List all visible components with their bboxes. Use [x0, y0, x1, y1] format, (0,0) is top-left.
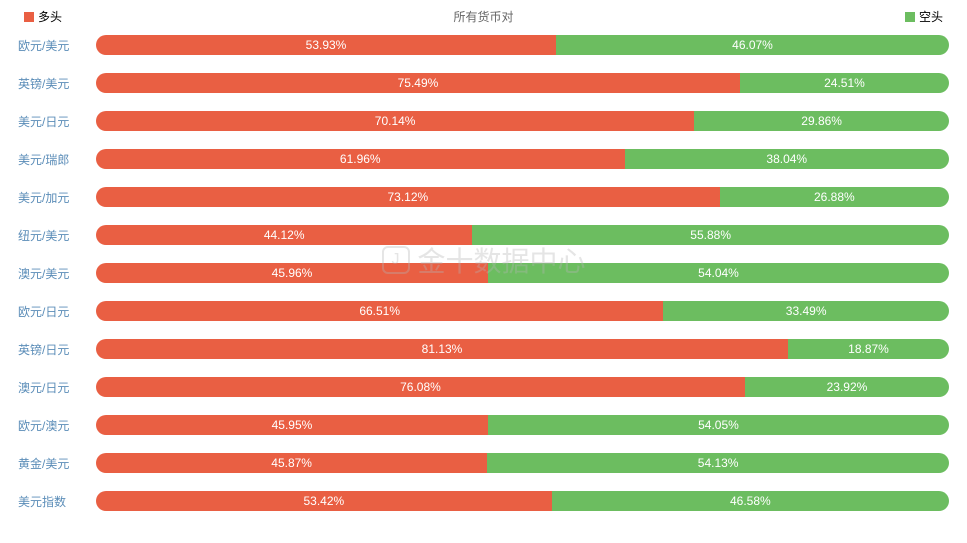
legend-short: 空头: [905, 8, 943, 25]
bar-short: 18.87%: [788, 339, 949, 359]
bar-container: 44.12%55.88%: [96, 225, 949, 245]
bar-long: 75.49%: [96, 73, 740, 93]
bar-long: 44.12%: [96, 225, 472, 245]
row-label: 美元指数: [18, 493, 96, 510]
bar-container: 75.49%24.51%: [96, 73, 949, 93]
bar-long: 76.08%: [96, 377, 745, 397]
chart-row: 美元/加元73.12%26.88%: [18, 187, 949, 207]
bar-container: 45.95%54.05%: [96, 415, 949, 435]
legend-short-square: [905, 12, 915, 22]
bar-short: 54.04%: [488, 263, 949, 283]
row-label: 英镑/日元: [18, 341, 96, 358]
bar-container: 53.42%46.58%: [96, 491, 949, 511]
bar-long: 73.12%: [96, 187, 720, 207]
row-label: 美元/加元: [18, 189, 96, 206]
chart-row: 美元/日元70.14%29.86%: [18, 111, 949, 131]
bar-long: 53.93%: [96, 35, 556, 55]
chart-row: 欧元/日元66.51%33.49%: [18, 301, 949, 321]
bar-container: 81.13%18.87%: [96, 339, 949, 359]
bar-long: 45.87%: [96, 453, 487, 473]
chart-row: 欧元/美元53.93%46.07%: [18, 35, 949, 55]
chart-row: 澳元/日元76.08%23.92%: [18, 377, 949, 397]
bar-short: 23.92%: [745, 377, 949, 397]
bar-short: 55.88%: [472, 225, 949, 245]
chart-row: 欧元/澳元45.95%54.05%: [18, 415, 949, 435]
bar-short: 46.58%: [552, 491, 949, 511]
bar-short: 38.04%: [625, 149, 949, 169]
bar-container: 45.96%54.04%: [96, 263, 949, 283]
row-label: 澳元/日元: [18, 379, 96, 396]
row-label: 美元/日元: [18, 113, 96, 130]
row-label: 黄金/美元: [18, 455, 96, 472]
bar-container: 66.51%33.49%: [96, 301, 949, 321]
chart-header: 多头 所有货币对 空头: [18, 8, 949, 25]
row-label: 欧元/日元: [18, 303, 96, 320]
chart-row: 英镑/美元75.49%24.51%: [18, 73, 949, 93]
bar-long: 53.42%: [96, 491, 552, 511]
bar-short: 54.05%: [488, 415, 949, 435]
chart-row: 美元/瑞郎61.96%38.04%: [18, 149, 949, 169]
row-label: 纽元/美元: [18, 227, 96, 244]
bar-long: 66.51%: [96, 301, 663, 321]
bar-container: 73.12%26.88%: [96, 187, 949, 207]
bar-long: 45.95%: [96, 415, 488, 435]
bar-short: 29.86%: [694, 111, 949, 131]
bar-short: 26.88%: [720, 187, 949, 207]
chart-rows: 欧元/美元53.93%46.07%英镑/美元75.49%24.51%美元/日元7…: [18, 35, 949, 511]
chart-row: 澳元/美元45.96%54.04%: [18, 263, 949, 283]
bar-short: 46.07%: [556, 35, 949, 55]
chart-container: 多头 所有货币对 空头 欧元/美元53.93%46.07% 英镑/美元75.49%…: [18, 8, 949, 511]
bar-short: 54.13%: [487, 453, 949, 473]
bar-short: 24.51%: [740, 73, 949, 93]
bar-long: 70.14%: [96, 111, 694, 131]
bar-container: 45.87%54.13%: [96, 453, 949, 473]
legend-long-square: [24, 12, 34, 22]
chart-title: 所有货币对: [453, 8, 513, 25]
legend-short-label: 空头: [919, 8, 943, 25]
bar-container: 70.14%29.86%: [96, 111, 949, 131]
row-label: 美元/瑞郎: [18, 151, 96, 168]
chart-row: 美元指数53.42%46.58%: [18, 491, 949, 511]
row-label: 澳元/美元: [18, 265, 96, 282]
chart-row: 英镑/日元81.13%18.87%: [18, 339, 949, 359]
row-label: 英镑/美元: [18, 75, 96, 92]
chart-row: 黄金/美元45.87%54.13%: [18, 453, 949, 473]
legend-long-label: 多头: [38, 8, 62, 25]
bar-container: 53.93%46.07%: [96, 35, 949, 55]
row-label: 欧元/美元: [18, 37, 96, 54]
bar-long: 61.96%: [96, 149, 625, 169]
row-label: 欧元/澳元: [18, 417, 96, 434]
bar-long: 45.96%: [96, 263, 488, 283]
legend-long: 多头: [24, 8, 62, 25]
chart-row: 纽元/美元44.12%55.88%: [18, 225, 949, 245]
bar-container: 76.08%23.92%: [96, 377, 949, 397]
bar-container: 61.96%38.04%: [96, 149, 949, 169]
bar-long: 81.13%: [96, 339, 788, 359]
bar-short: 33.49%: [663, 301, 949, 321]
